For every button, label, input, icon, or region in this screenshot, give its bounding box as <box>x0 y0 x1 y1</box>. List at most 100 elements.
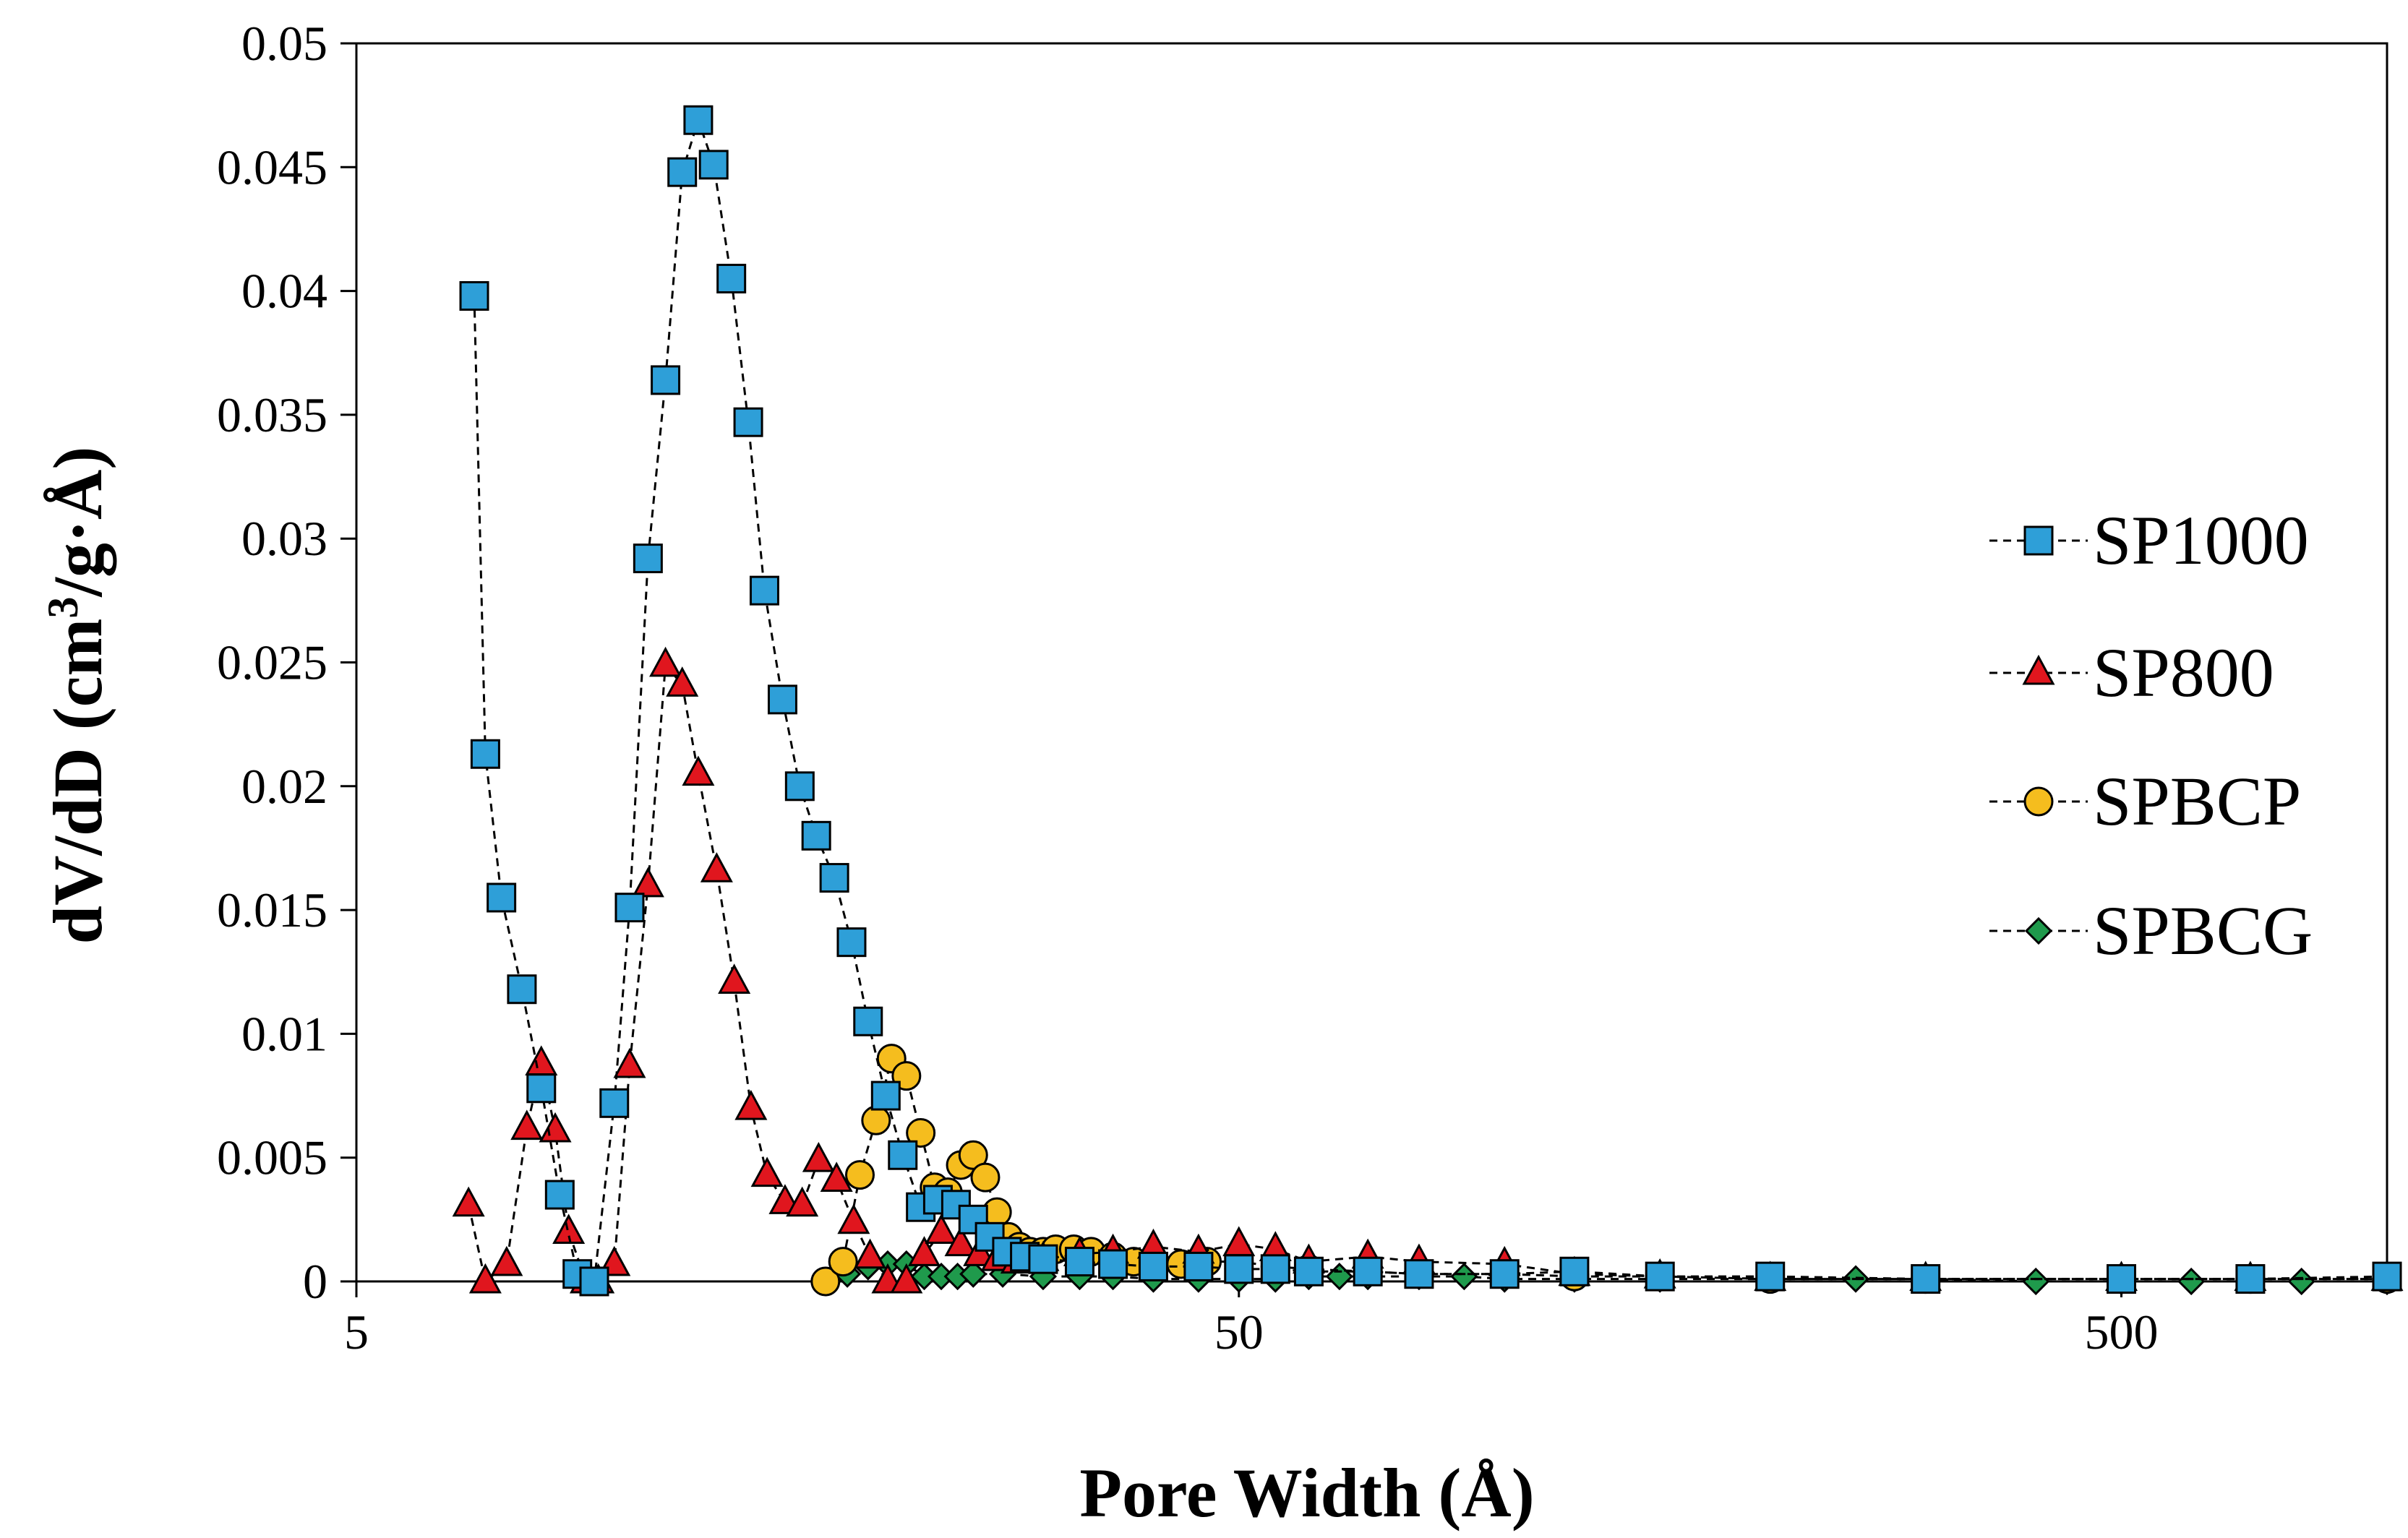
data-point-sp1000 <box>767 684 797 715</box>
data-point-sp800 <box>925 1213 958 1244</box>
data-point-sp800 <box>786 1186 819 1217</box>
y-tick-label: 0.025 <box>217 635 327 690</box>
data-point-sp1000 <box>459 280 489 311</box>
data-point-sp800 <box>468 1263 502 1294</box>
data-point-sp800 <box>734 1090 768 1120</box>
series-layer <box>452 105 2404 1297</box>
x-tick-label: 500 <box>2085 1305 2159 1359</box>
data-point-sp800 <box>539 1112 572 1143</box>
data-point-sp1000 <box>487 882 517 913</box>
data-point-sp1000 <box>614 893 645 923</box>
y-axis-title-sup: 3 <box>39 597 87 619</box>
legend-label-sp800: SP800 <box>2093 634 2274 711</box>
data-point-spbcp <box>861 1105 891 1135</box>
data-point-spbcp <box>810 1266 841 1297</box>
y-tick-label: 0 <box>303 1254 327 1309</box>
y-tick-label: 0.035 <box>217 387 327 442</box>
data-point-spbcp <box>970 1162 1001 1193</box>
data-point-sp1000 <box>651 365 681 395</box>
legend-label-spbcg: SPBCG <box>2093 892 2313 969</box>
data-point-sp1000 <box>507 974 537 1005</box>
data-point-sp1000 <box>1755 1261 1786 1292</box>
x-tick-label: 5 <box>344 1305 369 1359</box>
data-point-sp1000 <box>599 1088 630 1118</box>
legend: SP1000 SP800 SPBCP SPBCG <box>1989 502 2313 969</box>
y-tick-label: 0.045 <box>217 139 327 194</box>
data-point-sp1000 <box>1098 1249 1128 1279</box>
data-point-sp1000 <box>784 771 815 802</box>
data-point-spbcg <box>2177 1267 2206 1296</box>
y-tick-label: 0.005 <box>217 1130 327 1185</box>
data-point-sp1000 <box>470 739 500 769</box>
data-point-sp1000 <box>579 1266 609 1297</box>
data-point-sp800 <box>490 1245 523 1276</box>
data-point-sp1000 <box>1404 1259 1434 1289</box>
series-line-sp800 <box>467 662 2387 1284</box>
data-point-sp1000 <box>749 575 779 606</box>
data-point-sp1000 <box>667 157 698 187</box>
data-point-sp1000 <box>1260 1254 1290 1284</box>
y-axis-title-main: dV/dD (cm <box>39 619 116 945</box>
data-point-sp800 <box>552 1213 586 1244</box>
legend-item-sp1000: SP1000 <box>1989 502 2309 579</box>
data-point-sp800 <box>854 1238 887 1269</box>
legend-marker-sp800 <box>2022 654 2055 685</box>
y-tick-label: 0.01 <box>241 1006 327 1061</box>
data-point-sp1000 <box>888 1140 918 1170</box>
y-tick-label: 0.02 <box>241 759 327 814</box>
data-point-sp1000 <box>1911 1264 1941 1294</box>
data-point-sp800 <box>890 1263 923 1294</box>
data-point-sp1000 <box>1559 1256 1590 1286</box>
data-point-sp1000 <box>1353 1256 1383 1286</box>
data-point-sp1000 <box>801 820 831 851</box>
data-point-spbcp <box>906 1117 936 1148</box>
data-point-sp1000 <box>819 863 849 893</box>
data-point-sp800 <box>613 1047 646 1078</box>
data-point-sp800 <box>944 1226 977 1257</box>
data-point-spbcp <box>844 1160 875 1190</box>
data-point-sp800 <box>525 1045 558 1076</box>
legend-marker-spbcp <box>2023 786 2054 817</box>
data-point-sp800 <box>510 1109 544 1140</box>
data-point-sp1000 <box>1293 1256 1324 1286</box>
data-point-sp1000 <box>2235 1264 2266 1294</box>
data-point-sp800 <box>1222 1226 1256 1257</box>
legend-item-sp800: SP800 <box>1989 634 2274 711</box>
data-point-sp800 <box>837 1203 870 1234</box>
data-point-sp800 <box>802 1141 835 1172</box>
data-point-sp1000 <box>683 105 714 135</box>
y-axis-ticks: 0 0.005 0.01 0.015 0.02 0.025 0.03 0.035 0.04 0.0… <box>217 16 356 1309</box>
data-point-sp800 <box>452 1186 485 1217</box>
y-tick-label: 0.05 <box>241 16 327 71</box>
data-point-sp1000 <box>2107 1264 2137 1294</box>
data-point-sp800 <box>718 963 751 994</box>
data-point-spbcg <box>1325 1263 1353 1291</box>
legend-item-spbcp: SPBCP <box>1989 762 2301 840</box>
data-point-sp800 <box>750 1156 784 1187</box>
y-tick-label: 0.03 <box>241 511 327 566</box>
data-point-sp800 <box>820 1161 853 1193</box>
y-tick-label: 0.04 <box>241 264 327 319</box>
data-point-sp1000 <box>716 263 747 293</box>
data-point-sp1000 <box>853 1006 883 1036</box>
data-point-sp1000 <box>698 150 729 180</box>
series-sp800 <box>452 646 2404 1294</box>
data-point-sp1000 <box>870 1081 901 1111</box>
data-point-sp1000 <box>633 544 663 574</box>
data-point-sp800 <box>649 646 682 677</box>
data-point-sp1000 <box>2372 1261 2402 1292</box>
legend-item-spbcg: SPBCG <box>1989 892 2313 969</box>
data-point-sp1000 <box>1183 1251 1214 1281</box>
data-point-sp1000 <box>836 927 867 958</box>
data-point-spbcg <box>1450 1263 1478 1291</box>
data-point-sp1000 <box>1645 1261 1675 1292</box>
data-point-spbcp <box>828 1247 858 1277</box>
data-point-sp1000 <box>1224 1254 1254 1284</box>
x-tick-label: 50 <box>1214 1305 1264 1359</box>
y-axis-title: dV/dD (cm3/g·Å) <box>39 447 116 945</box>
data-point-sp800 <box>700 852 733 882</box>
data-point-sp800 <box>682 755 715 786</box>
data-point-sp800 <box>907 1236 941 1266</box>
data-point-sp1000 <box>1028 1244 1058 1274</box>
